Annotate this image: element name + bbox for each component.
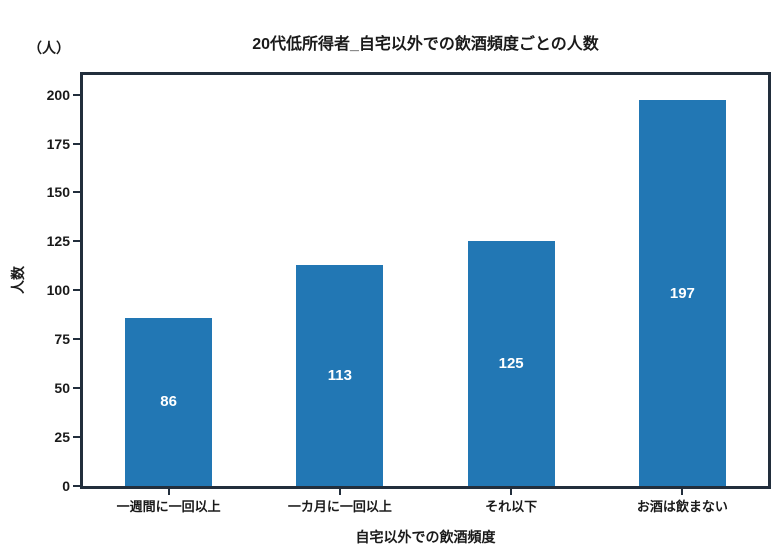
y-tick-label: 175 — [46, 135, 70, 152]
y-tick-mark — [73, 485, 80, 487]
y-tick-label: 50 — [54, 380, 70, 397]
y-tick-label: 25 — [54, 429, 70, 446]
bar: 86 — [125, 317, 213, 486]
y-tick-mark — [73, 436, 80, 439]
y-tick-label: 150 — [46, 184, 70, 201]
bar-value-label: 125 — [498, 355, 524, 373]
plot-area: 86 113 125 197 — [80, 72, 771, 489]
y-tick-mark — [73, 387, 80, 390]
y-tick-mark — [73, 142, 80, 145]
x-tick-label: 一週間に一回以上 — [116, 499, 221, 514]
x-tick-label: 一カ月に一回以上 — [287, 499, 392, 514]
y-tick-mark — [73, 191, 80, 194]
x-tick-label: それ以下 — [485, 499, 538, 514]
y-tick-mark — [73, 240, 80, 243]
y-tick-label: 0 — [62, 478, 70, 494]
x-tick-mark — [510, 489, 513, 495]
x-tick-mark — [681, 489, 684, 495]
y-tick-mark — [73, 93, 80, 96]
bar-value-label: 86 — [160, 393, 177, 411]
bar-value-label: 197 — [669, 284, 695, 302]
y-tick-label: 200 — [46, 86, 70, 103]
bar-value-label: 113 — [327, 366, 352, 384]
bar: 197 — [638, 100, 726, 486]
x-tick-mark — [167, 489, 170, 495]
y-unit-label: （人） — [28, 40, 70, 56]
x-axis-label: 自宅以外での飲酒頻度 — [355, 529, 496, 545]
bar: 113 — [296, 264, 384, 486]
y-tick-label: 75 — [54, 331, 70, 348]
y-tick-label: 125 — [46, 233, 70, 250]
x-tick-mark — [338, 489, 341, 495]
y-axis-label: 人数 — [10, 266, 26, 294]
y-tick-mark — [73, 289, 80, 292]
x-tick-label: お酒は飲まない — [636, 499, 728, 514]
y-tick-mark — [73, 338, 80, 341]
chart-title: 20代低所得者_自宅以外での飲酒頻度ごとの人数 — [252, 36, 599, 53]
bar: 125 — [467, 241, 555, 486]
y-tick-label: 100 — [46, 282, 70, 299]
